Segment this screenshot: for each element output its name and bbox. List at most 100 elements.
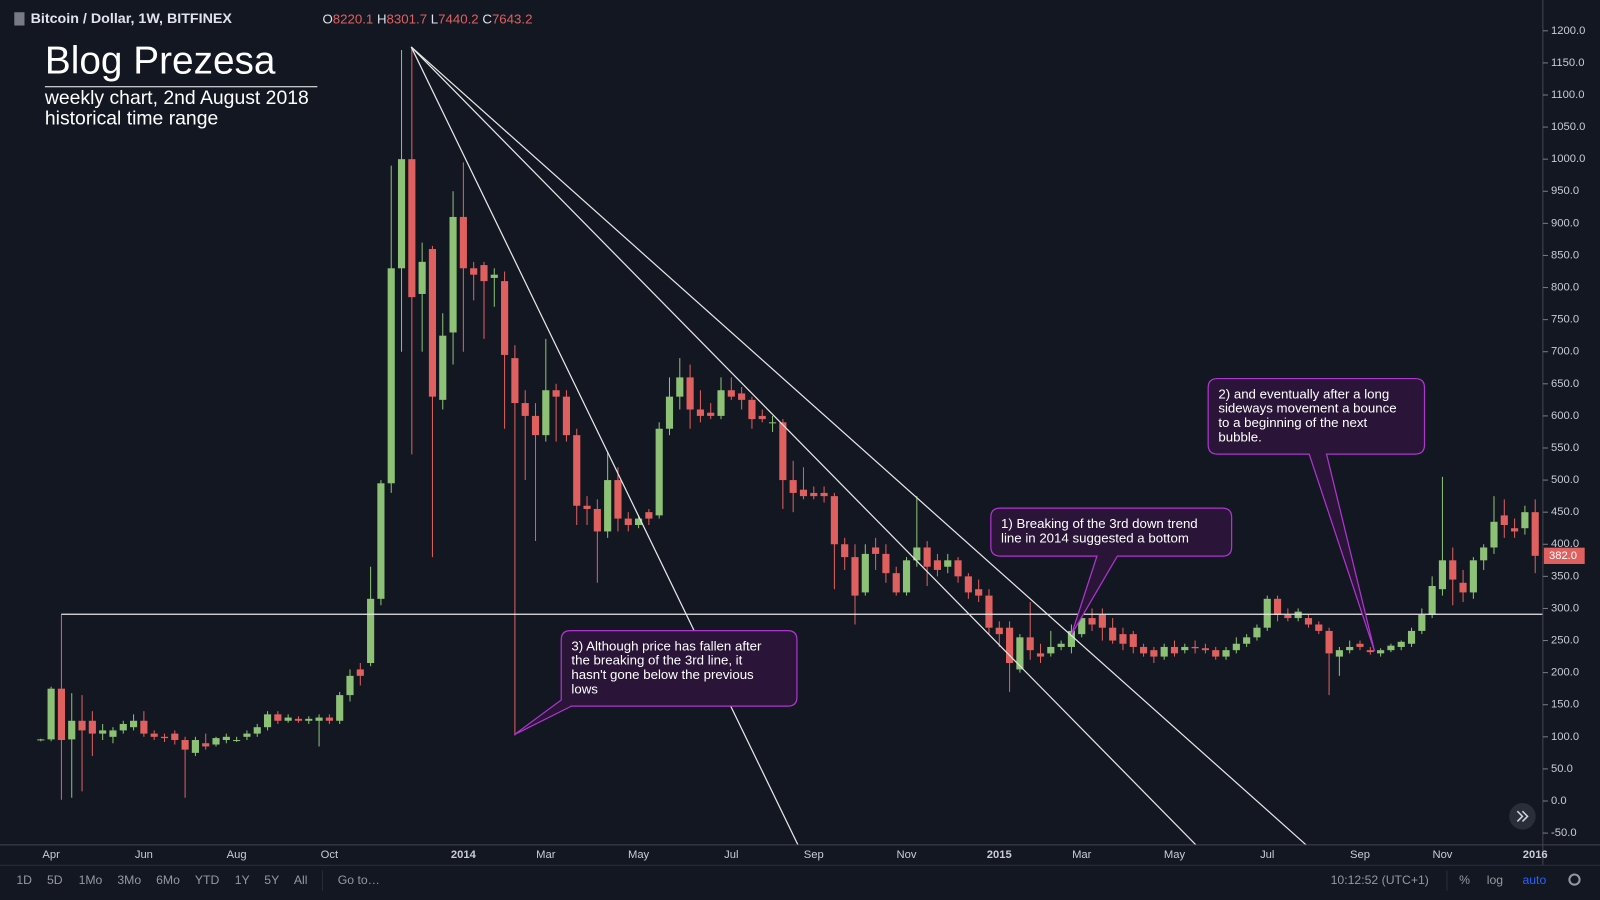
candle-body bbox=[1377, 650, 1385, 654]
candle-body bbox=[944, 560, 952, 567]
candle-body bbox=[727, 390, 735, 397]
candle-body bbox=[387, 268, 395, 484]
x-tick-label: Nov bbox=[1432, 849, 1452, 861]
candle-body bbox=[397, 159, 406, 269]
settings-button[interactable] bbox=[1568, 873, 1581, 886]
candle-body bbox=[1418, 614, 1426, 631]
candle-body bbox=[1480, 547, 1488, 561]
candle-body bbox=[542, 390, 550, 436]
callout-box bbox=[1207, 377, 1426, 652]
ohlc-key: O bbox=[322, 11, 332, 26]
ohlc-value: 8301.7 bbox=[387, 11, 428, 26]
candle-body bbox=[1129, 634, 1137, 647]
x-tick-label: Sep bbox=[1350, 849, 1370, 861]
range-button[interactable]: 5D bbox=[47, 873, 63, 887]
candle-body bbox=[1098, 614, 1106, 628]
y-tick-label: 800.0 bbox=[1551, 282, 1579, 294]
callout-box bbox=[990, 507, 1233, 636]
x-tick-label: Mar bbox=[536, 849, 556, 861]
y-tick-label: 1000.0 bbox=[1551, 153, 1585, 165]
candle-body bbox=[1356, 643, 1364, 647]
candle-body bbox=[1407, 630, 1416, 644]
x-tick-label: 2016 bbox=[1523, 849, 1548, 861]
candle-body bbox=[336, 695, 344, 721]
candle-body bbox=[1067, 630, 1075, 647]
goto-button[interactable]: Go to… bbox=[338, 873, 380, 887]
price-axis bbox=[1542, 0, 1600, 866]
candle-body bbox=[150, 733, 158, 737]
candle-body bbox=[1304, 618, 1313, 625]
candle-body bbox=[294, 718, 303, 721]
scroll-icon bbox=[1516, 810, 1529, 822]
candle-body bbox=[995, 627, 1003, 635]
candle-body bbox=[1119, 634, 1127, 644]
candle-body bbox=[449, 216, 457, 333]
candle-body bbox=[1057, 643, 1065, 647]
candle-body bbox=[1449, 560, 1457, 580]
candle-body bbox=[1469, 560, 1477, 593]
option-button[interactable]: log bbox=[1487, 873, 1504, 887]
x-tick-label: Mar bbox=[1072, 849, 1092, 861]
candle-body bbox=[202, 743, 210, 747]
candle-body bbox=[47, 688, 55, 740]
y-tick-label: 600.0 bbox=[1551, 410, 1579, 422]
range-button[interactable]: 6Mo bbox=[156, 873, 180, 887]
candle-body bbox=[1181, 646, 1189, 651]
candle-body bbox=[686, 377, 694, 410]
candle-body bbox=[1335, 650, 1343, 657]
candle-body bbox=[665, 396, 674, 429]
candle-body bbox=[68, 720, 76, 740]
range-button[interactable]: 3Mo bbox=[117, 873, 141, 887]
candle-body bbox=[490, 274, 498, 278]
candle-body bbox=[233, 740, 241, 742]
candle-body bbox=[1191, 646, 1199, 649]
drawings bbox=[61, 46, 1543, 845]
candle-body bbox=[717, 390, 725, 416]
candle-body bbox=[1325, 630, 1333, 654]
range-button[interactable]: YTD bbox=[195, 873, 220, 887]
candle-body bbox=[1222, 650, 1230, 657]
candle-body bbox=[191, 740, 199, 753]
candle-body bbox=[779, 422, 787, 481]
option-button[interactable]: % bbox=[1459, 873, 1470, 887]
candle-body bbox=[964, 576, 972, 593]
candle-body bbox=[1315, 624, 1323, 631]
candle-body bbox=[851, 557, 859, 596]
range-button[interactable]: 1D bbox=[16, 873, 32, 887]
bottom-toolbar: 10:12:52 (UTC+1) Go to… 1D 5D 1Mo 3Mo 6Mo YTD… bbox=[16, 870, 1581, 891]
candle-body bbox=[1284, 614, 1292, 619]
last-price-label: 382.0 bbox=[1549, 550, 1577, 562]
trend-line bbox=[410, 46, 1197, 845]
candle-body bbox=[1511, 528, 1519, 532]
subtitle: weekly chart, 2nd August 2018 bbox=[44, 87, 309, 109]
callout-box bbox=[513, 630, 798, 736]
candle-body bbox=[140, 720, 148, 734]
range-button[interactable]: All bbox=[294, 873, 308, 887]
candle-body bbox=[1263, 598, 1271, 628]
candle-body bbox=[748, 399, 756, 420]
ohlc-key: H bbox=[377, 11, 387, 26]
callout-text: bubble. bbox=[1218, 429, 1261, 444]
range-button[interactable]: 1Mo bbox=[79, 873, 103, 887]
candle-body bbox=[1521, 512, 1529, 529]
candle-body bbox=[892, 573, 900, 593]
callout-text: to a beginning of the next bbox=[1218, 415, 1367, 430]
candle-body bbox=[181, 740, 189, 750]
candle-body bbox=[624, 518, 632, 526]
callout-text: 3) Although price has fallen after bbox=[571, 638, 762, 653]
option-button[interactable]: auto bbox=[1522, 873, 1546, 887]
x-tick-label: 2014 bbox=[451, 849, 477, 861]
candle-body bbox=[325, 717, 333, 721]
y-tick-label: 350.0 bbox=[1551, 570, 1579, 582]
candle-body bbox=[789, 480, 797, 493]
ohlc-key: L bbox=[431, 11, 438, 26]
y-tick-label: 700.0 bbox=[1551, 346, 1579, 358]
range-button[interactable]: 5Y bbox=[264, 873, 279, 887]
y-tick-label: 1150.0 bbox=[1551, 57, 1584, 69]
candle-body bbox=[954, 560, 962, 577]
candle-body bbox=[315, 717, 323, 721]
candle-body bbox=[1346, 646, 1354, 651]
candle-body bbox=[263, 714, 272, 728]
range-button[interactable]: 1Y bbox=[235, 873, 250, 887]
